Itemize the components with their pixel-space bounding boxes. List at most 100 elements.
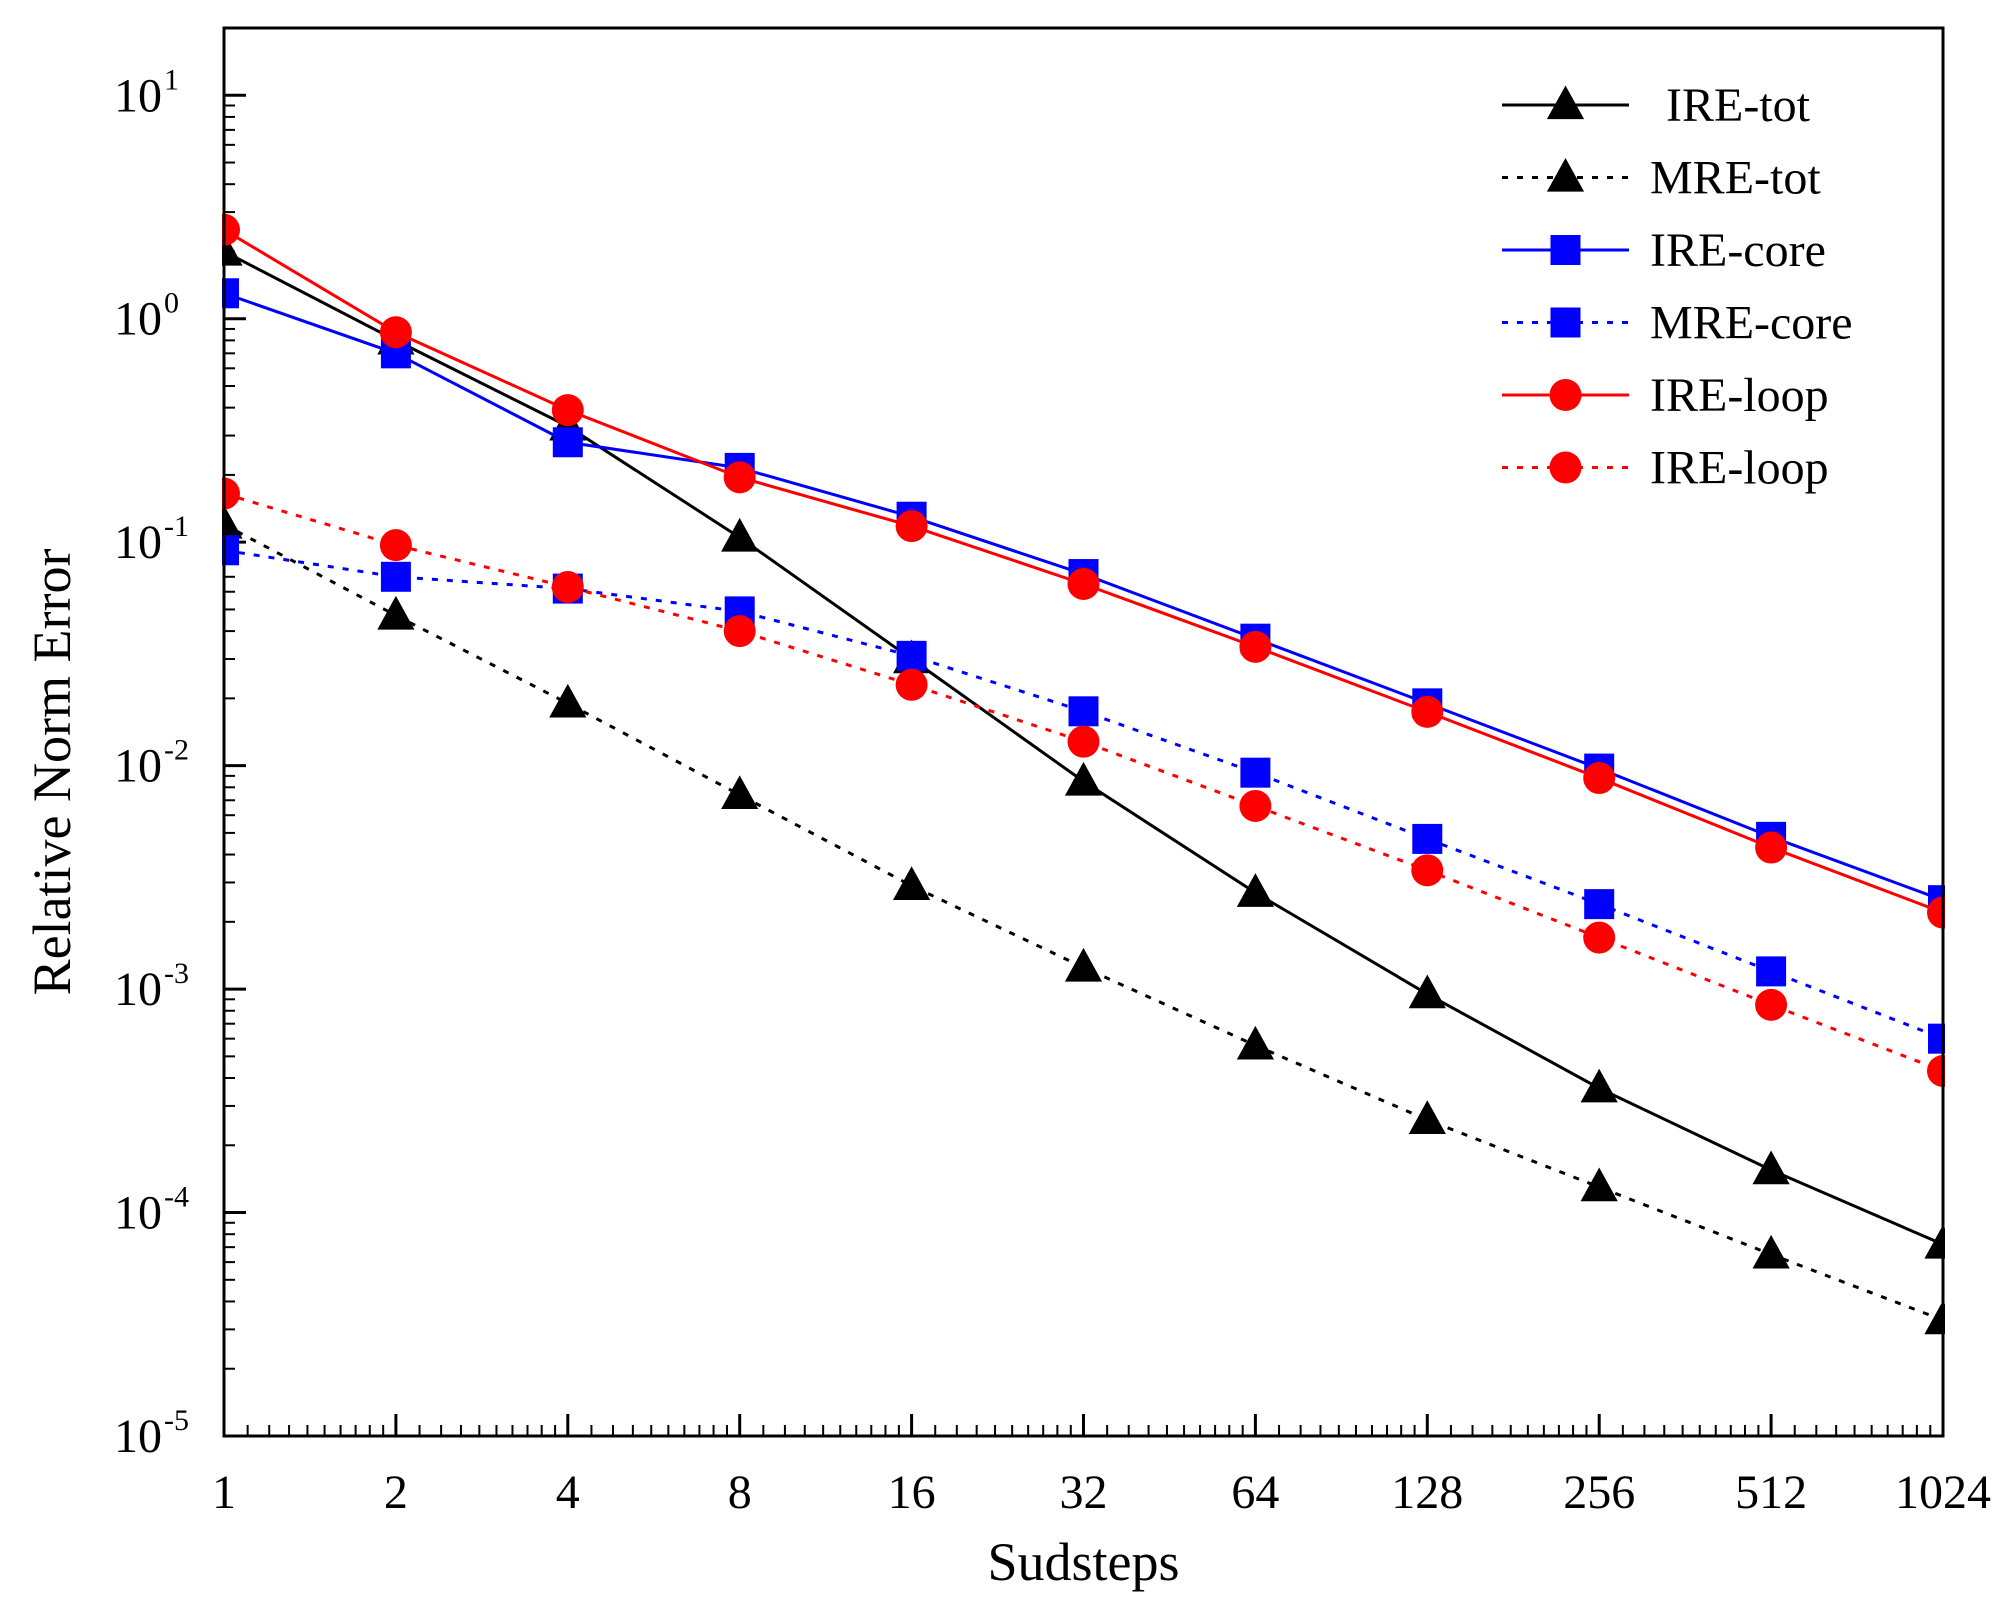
data-point (1583, 762, 1616, 795)
legend-label: IRE-loop (1650, 369, 1829, 422)
data-point (723, 615, 756, 648)
data-point (1236, 1025, 1274, 1060)
data-point (1755, 988, 1788, 1021)
legend-item: MRE-tot (1502, 152, 1821, 205)
data-point (1580, 1167, 1618, 1202)
data-point (1064, 947, 1103, 982)
data-point (1068, 696, 1099, 727)
x-tick-label: 256 (1563, 1466, 1635, 1519)
x-tick-label: 4 (556, 1466, 580, 1519)
legend-marker (1549, 451, 1582, 484)
data-point (1583, 921, 1616, 954)
data-point (1580, 1068, 1618, 1103)
data-point (222, 213, 240, 246)
data-point (549, 683, 587, 718)
plot-series (222, 213, 1945, 1335)
series-ire-loop-solid (222, 213, 1945, 929)
y-axis-title: Relative Norm Error (22, 549, 82, 996)
data-point (723, 461, 756, 494)
data-point (893, 866, 931, 900)
data-point (222, 535, 239, 566)
x-axis-title: Sudsteps (987, 1532, 1179, 1592)
legend-item: IRE-core (1502, 224, 1826, 277)
data-point (1239, 630, 1272, 663)
y-tick-label: 10 (114, 1187, 162, 1240)
x-tick-labels: 1 2 4 8 16 32 64 128 256 512 1024 (212, 1466, 1991, 1519)
y-tick-label: 10 (114, 69, 162, 122)
legend-item: MRE-core (1502, 297, 1853, 350)
data-point (1927, 896, 1945, 929)
y-tick-exponent: 1 (164, 63, 179, 96)
legend: IRE-tot MRE-tot IRE-core MRE-core IRE-loop IR… (1502, 79, 1853, 495)
legend-label: IRE-loop (1650, 442, 1829, 495)
y-tick-label: 10 (114, 740, 162, 793)
y-tick-label: 10 (114, 516, 162, 569)
data-point (1752, 1234, 1790, 1269)
legend-item: IRE-loop (1502, 369, 1829, 422)
plot-frame (222, 26, 1945, 1438)
data-point (1240, 757, 1271, 788)
data-point (551, 394, 584, 427)
y-tick-exponent: 0 (164, 287, 179, 320)
data-point (1411, 854, 1444, 887)
series-ire-loop-dotted (222, 477, 1945, 1087)
data-point (1411, 695, 1444, 728)
data-point (896, 640, 927, 671)
data-point (721, 775, 759, 810)
x-tick-label: 32 (1060, 1466, 1108, 1519)
data-point (1412, 823, 1443, 854)
data-point (551, 571, 584, 604)
data-point (895, 668, 928, 701)
data-point (1064, 761, 1103, 796)
y-tick-label: 10 (114, 963, 162, 1016)
legend-label: IRE-tot (1666, 79, 1811, 132)
data-point (1755, 831, 1788, 864)
data-point (1236, 873, 1274, 907)
y-tick-exponent: -4 (164, 1181, 189, 1214)
data-point (1927, 1054, 1945, 1087)
data-point (222, 477, 240, 510)
data-point (380, 561, 411, 592)
data-point (1408, 1100, 1446, 1134)
y-tick-exponent: -3 (164, 957, 189, 990)
legend-marker (1549, 379, 1582, 411)
data-point (1752, 1150, 1790, 1185)
legend-item: IRE-loop (1502, 442, 1829, 495)
data-point (1408, 974, 1446, 1009)
x-tick-label: 2 (384, 1466, 408, 1519)
legend-item: IRE-tot (1502, 79, 1811, 132)
y-tick-label: 10 (114, 1410, 162, 1463)
data-point (379, 316, 412, 349)
y-tick-label: 10 (114, 293, 162, 346)
data-point (1924, 1300, 1945, 1335)
x-tick-label: 128 (1391, 1466, 1463, 1519)
series-line (223, 548, 1944, 1041)
y-tick-exponent: -5 (164, 1404, 189, 1437)
data-point (1239, 789, 1272, 822)
legend-label: IRE-core (1650, 224, 1826, 277)
x-tick-label: 1024 (1895, 1466, 1991, 1519)
data-point (222, 504, 243, 539)
data-point (1067, 567, 1100, 600)
legend-marker (1550, 235, 1581, 265)
legend-label: MRE-tot (1650, 152, 1821, 205)
x-tick-label: 16 (888, 1466, 936, 1519)
data-point (377, 595, 415, 630)
legend-marker (1546, 157, 1585, 192)
y-tick-exponent: -2 (164, 734, 189, 767)
legend-label: MRE-core (1650, 297, 1853, 350)
data-point (1584, 889, 1615, 920)
data-point (552, 427, 583, 458)
series-mre-tot-dotted (222, 504, 1945, 1335)
x-tick-label: 512 (1735, 1466, 1807, 1519)
x-tick-label: 1 (212, 1466, 236, 1519)
series-line (223, 523, 1944, 1322)
x-tick-label: 64 (1231, 1466, 1279, 1519)
data-point (1928, 1023, 1945, 1054)
data-point (379, 529, 412, 562)
x-tick-label: 8 (728, 1466, 752, 1519)
y-tick-exponent: -1 (164, 510, 189, 543)
data-point (222, 278, 239, 309)
